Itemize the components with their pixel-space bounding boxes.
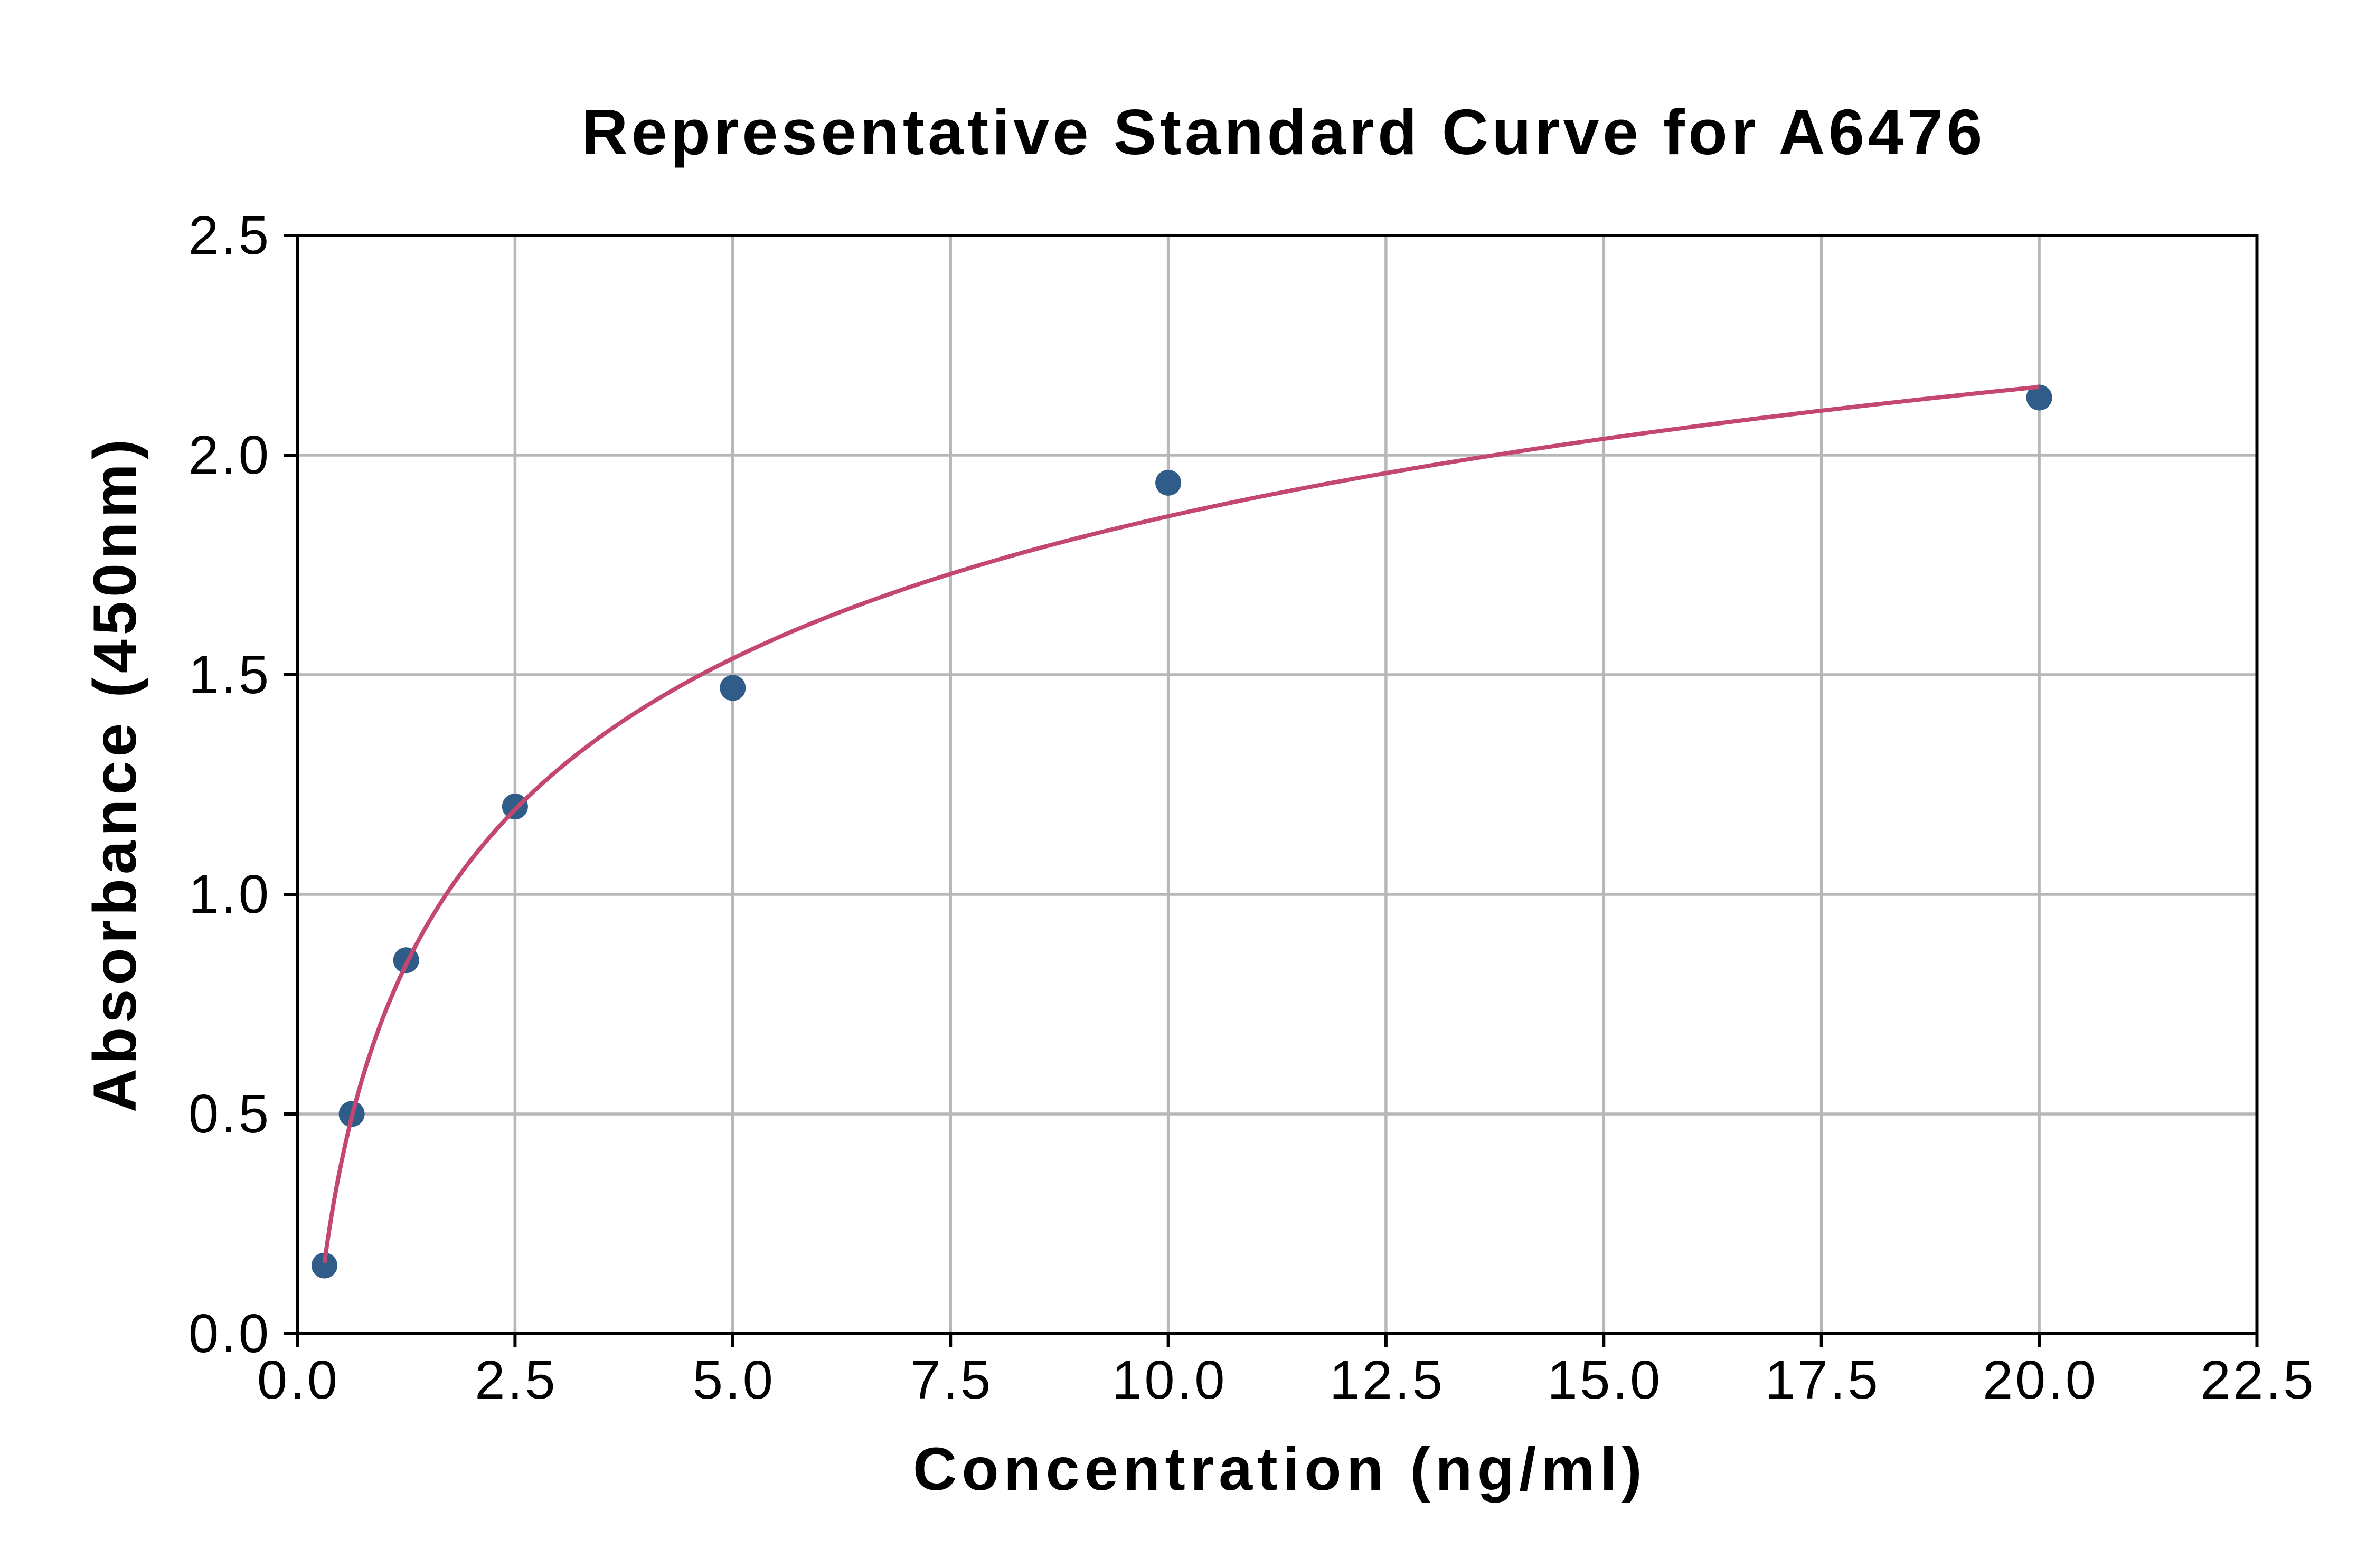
svg-text:1.0: 1.0: [188, 864, 271, 924]
svg-text:2.5: 2.5: [188, 205, 271, 266]
svg-text:15.0: 15.0: [1547, 1349, 1662, 1410]
svg-text:Concentration (ng/ml): Concentration (ng/ml): [913, 1435, 1647, 1503]
svg-text:10.0: 10.0: [1112, 1349, 1227, 1410]
svg-text:20.0: 20.0: [1983, 1349, 2098, 1410]
svg-text:Absorbance (450nm): Absorbance (450nm): [81, 435, 149, 1112]
svg-text:17.5: 17.5: [1765, 1349, 1880, 1410]
svg-text:0.0: 0.0: [188, 1303, 271, 1364]
svg-text:Representative Standard Curve: Representative Standard Curve for A6476: [581, 96, 1986, 168]
svg-text:2.0: 2.0: [188, 424, 271, 485]
svg-text:5.0: 5.0: [693, 1349, 776, 1410]
svg-text:0.0: 0.0: [257, 1349, 340, 1410]
svg-text:22.5: 22.5: [2201, 1349, 2316, 1410]
svg-text:12.5: 12.5: [1330, 1349, 1445, 1410]
svg-text:0.5: 0.5: [188, 1083, 271, 1144]
svg-text:2.5: 2.5: [475, 1349, 558, 1410]
svg-text:1.5: 1.5: [188, 644, 271, 705]
svg-text:7.5: 7.5: [910, 1349, 993, 1410]
